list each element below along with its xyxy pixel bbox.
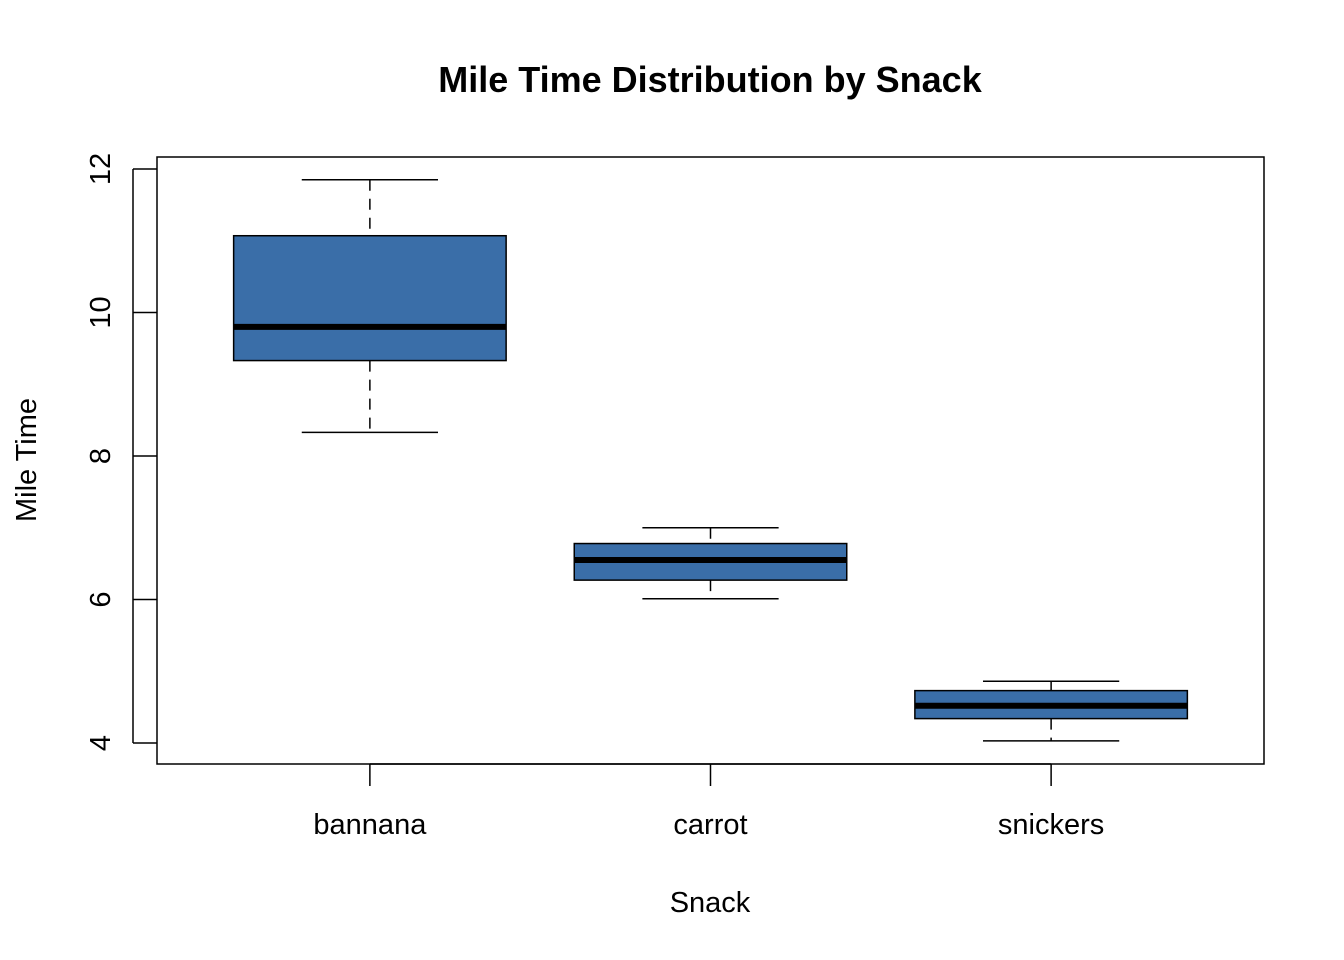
box-carrot: [573, 527, 848, 600]
chart-title: Mile Time Distribution by Snack: [438, 59, 982, 100]
x-tick-label-snickers: snickers: [998, 809, 1104, 841]
iqr-box: [232, 234, 507, 362]
y-tick-label: 4: [85, 735, 117, 751]
y-tick-label: 10: [85, 296, 117, 328]
box-snickers: [914, 680, 1189, 742]
boxes: [232, 179, 1189, 742]
x-tick-label-bannana: bannana: [313, 809, 427, 841]
x-axis: bannana carrot snickers: [313, 763, 1104, 841]
y-axis-label: Mile Time: [11, 398, 43, 522]
y-tick-label: 8: [85, 448, 117, 464]
y-tick-label: 12: [85, 153, 117, 185]
box-bannana: [232, 179, 507, 434]
x-tick-label-carrot: carrot: [673, 809, 747, 841]
y-tick-label: 6: [85, 591, 117, 607]
y-axis: 4 6 8 10 12: [85, 153, 157, 751]
x-axis-label: Snack: [670, 887, 751, 919]
